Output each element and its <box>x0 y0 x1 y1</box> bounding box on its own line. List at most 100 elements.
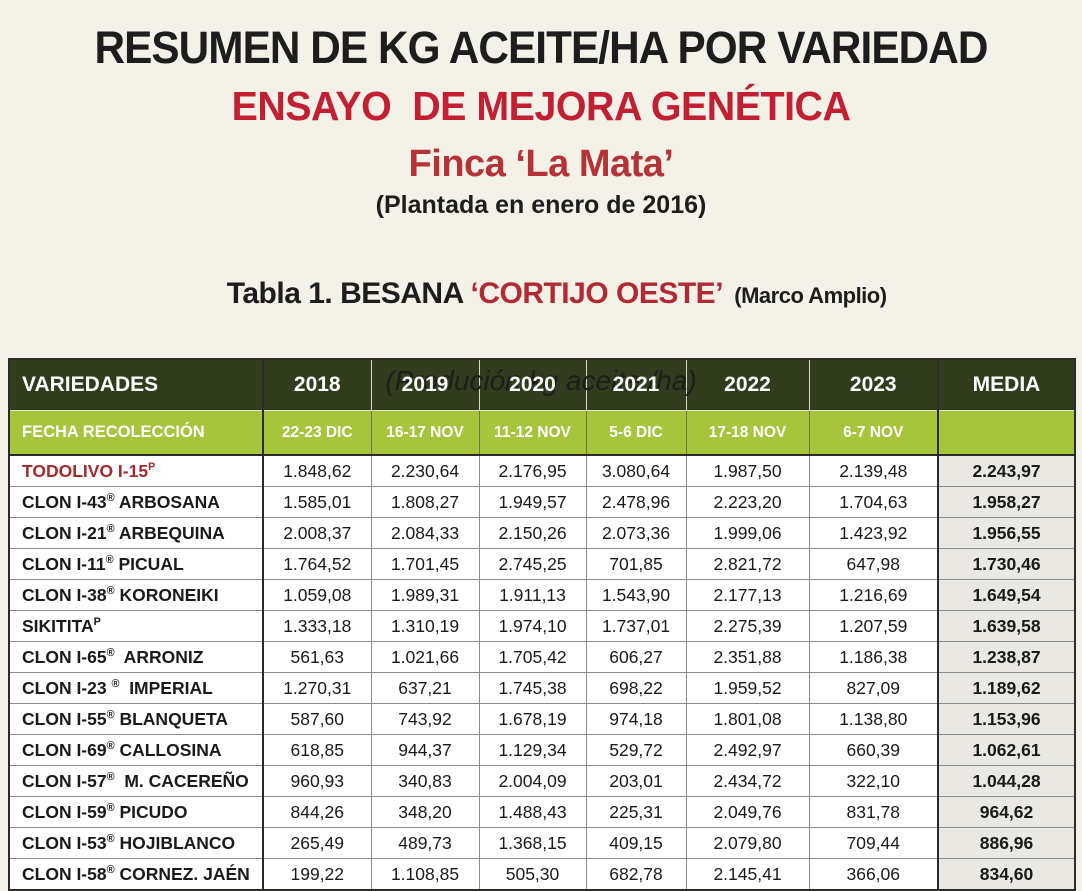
value-cell: 960,93 <box>262 765 372 797</box>
value-cell: 1.701,45 <box>370 548 480 580</box>
table-row: CLON I-43® ARBOSANA 1.585,01 1.808,27 1.94… <box>8 486 1076 518</box>
value-cell: 1.848,62 <box>262 454 372 487</box>
table-row: CLON I-23 ® IMPERIAL 1.270,31 637,21 1.745… <box>8 672 1076 704</box>
value-cell: 1.585,01 <box>262 486 372 518</box>
variety-cell: CLON I-57® M. CACEREÑO <box>8 765 264 797</box>
harvest-date-row: FECHA RECOLECCIÓN 22-23 DIC 16-17 NOV 11… <box>9 410 1075 456</box>
value-cell: 2.492,97 <box>685 734 810 766</box>
variety-superscript: ® <box>106 863 115 876</box>
variety-cell: CLON I-59® PICUDO <box>8 796 264 828</box>
variety-superscript: ® <box>106 708 115 721</box>
value-cell: 2.177,13 <box>685 579 810 611</box>
table-row: CLON I-58® CORNEZ. JAÉN 199,22 1.108,85 50… <box>8 858 1076 891</box>
caption-prefix: Tabla 1. BESANA <box>226 277 471 310</box>
value-cell: 606,27 <box>585 641 687 673</box>
variety-cell: CLON I-65® ARRONIZ <box>8 641 264 673</box>
value-cell: 682,78 <box>585 858 687 891</box>
caption-highlight: ‘CORTIJO OESTE’ <box>470 277 724 310</box>
harvest-date-2020: 11-12 NOV <box>478 410 586 456</box>
harvest-date-2019: 16-17 NOV <box>370 410 479 456</box>
value-cell: 844,26 <box>262 796 372 828</box>
value-cell: 1.333,18 <box>262 610 372 642</box>
column-header-2018: 2018 <box>262 359 371 411</box>
media-cell: 2.243,97 <box>937 454 1076 487</box>
variety-cell: CLON I-58® CORNEZ. JAÉN <box>8 858 264 891</box>
variety-superscript: ® <box>111 677 120 690</box>
media-cell: 1.956,55 <box>937 517 1076 549</box>
column-header-2022: 2022 <box>685 359 809 411</box>
table-row: CLON I-38® KORONEIKI 1.059,08 1.989,31 1.9… <box>8 579 1076 611</box>
value-cell: 2.084,33 <box>370 517 480 549</box>
value-cell: 1.808,27 <box>370 486 480 518</box>
value-cell: 1.764,52 <box>262 548 372 580</box>
value-cell: 1.974,10 <box>478 610 587 642</box>
value-cell: 2.073,36 <box>585 517 687 549</box>
harvest-label-cell: FECHA RECOLECCIÓN <box>9 410 264 456</box>
value-cell: 660,39 <box>808 734 939 766</box>
variety-superscript: ® <box>105 553 114 566</box>
variety-cell: CLON I-21® ARBEQUINA <box>8 517 264 549</box>
column-header-2023: 2023 <box>808 359 938 411</box>
value-cell: 340,83 <box>370 765 480 797</box>
media-cell: 1.649,54 <box>937 579 1076 611</box>
media-cell: 964,62 <box>937 796 1076 828</box>
value-cell: 2.230,64 <box>370 454 480 487</box>
table-row: SIKITITAP 1.333,18 1.310,19 1.974,10 1.737,… <box>8 610 1076 642</box>
value-cell: 701,85 <box>585 548 687 580</box>
value-cell: 1.543,90 <box>585 579 687 611</box>
value-cell: 1.186,38 <box>808 641 939 673</box>
value-cell: 1.989,31 <box>370 579 480 611</box>
value-cell: 743,92 <box>370 703 480 735</box>
value-cell: 3.080,64 <box>585 454 687 487</box>
value-cell: 1.959,52 <box>685 672 810 704</box>
media-cell: 834,60 <box>937 858 1076 891</box>
variety-cell: CLON I-23 ® IMPERIAL <box>8 672 264 704</box>
value-cell: 1.270,31 <box>262 672 372 704</box>
value-cell: 2.049,76 <box>685 796 810 828</box>
value-cell: 637,21 <box>370 672 480 704</box>
value-cell: 529,72 <box>585 734 687 766</box>
table-row: CLON I-59® PICUDO 844,26 348,20 1.488,43 22… <box>8 796 1076 828</box>
table-row: CLON I-69® CALLOSINA 618,85 944,37 1.129,3… <box>8 734 1076 766</box>
media-cell: 1.238,87 <box>937 641 1076 673</box>
column-header-2019: 2019 <box>370 359 479 411</box>
value-cell: 2.004,09 <box>478 765 587 797</box>
value-cell: 505,30 <box>478 858 587 891</box>
harvest-date-2023: 6-7 NOV <box>808 410 938 456</box>
value-cell: 974,18 <box>585 703 687 735</box>
media-cell: 1.189,62 <box>937 672 1076 704</box>
harvest-date-2018: 22-23 DIC <box>262 410 371 456</box>
value-cell: 2.275,39 <box>685 610 810 642</box>
harvest-date-2021: 5-6 DIC <box>585 410 686 456</box>
value-cell: 1.138,80 <box>808 703 939 735</box>
year-header-row: VARIEDADES 2018 2019 2020 2021 2022 2023… <box>9 359 1075 411</box>
table-row: CLON I-55® BLANQUETA 587,60 743,92 1.678,1… <box>8 703 1076 735</box>
variety-superscript: ® <box>106 801 115 814</box>
value-cell: 1.801,08 <box>685 703 810 735</box>
value-cell: 1.911,13 <box>478 579 587 611</box>
value-cell: 203,01 <box>585 765 687 797</box>
value-cell: 2.223,20 <box>685 486 810 518</box>
table-row: CLON I-65® ARRONIZ 561,63 1.021,66 1.705,4… <box>8 641 1076 673</box>
harvest-date-media-empty <box>937 410 1075 456</box>
variety-cell: CLON I-38® KORONEIKI <box>8 579 264 611</box>
value-cell: 348,20 <box>370 796 480 828</box>
value-cell: 647,98 <box>808 548 939 580</box>
value-cell: 1.423,92 <box>808 517 939 549</box>
value-cell: 1.216,69 <box>808 579 939 611</box>
value-cell: 2.821,72 <box>685 548 810 580</box>
value-cell: 709,44 <box>808 827 939 859</box>
value-cell: 2.150,26 <box>478 517 587 549</box>
table-body: TODOLIVO I-15P 1.848,62 2.230,64 2.176,95 3… <box>8 454 1076 891</box>
planted-note: (Plantada en enero de 2016) <box>375 191 707 219</box>
value-cell: 1.108,85 <box>370 858 480 891</box>
variety-cell: CLON I-55® BLANQUETA <box>8 703 264 735</box>
variety-cell: TODOLIVO I-15P <box>8 454 264 487</box>
table-row: CLON I-53® HOJIBLANCO 265,49 489,73 1.368,… <box>8 827 1076 859</box>
value-cell: 2.176,95 <box>478 454 587 487</box>
title-block: RESUMEN DE KG ACEITE/HA POR VARIEDAD ENS… <box>0 0 1082 395</box>
value-cell: 199,22 <box>262 858 372 891</box>
caption-suffix: (Marco Amplio) <box>723 283 887 308</box>
value-cell: 409,15 <box>585 827 687 859</box>
value-cell: 831,78 <box>808 796 939 828</box>
